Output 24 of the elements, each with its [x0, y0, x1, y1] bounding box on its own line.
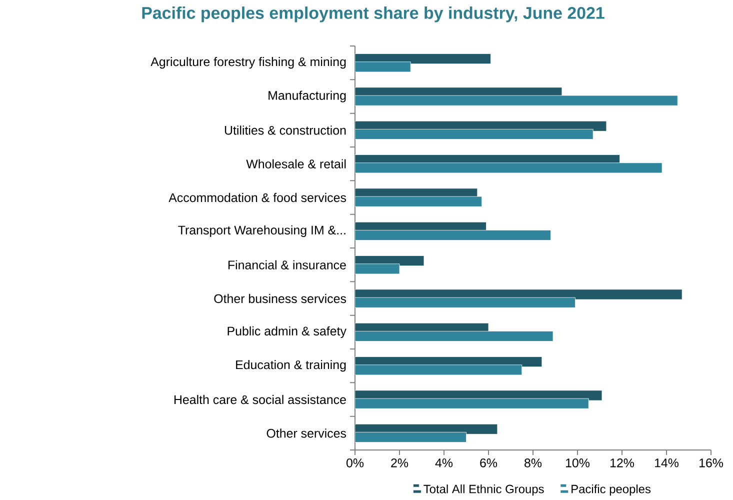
y-tick-label: Utilities & construction: [224, 126, 346, 135]
x-tick-label: 12%: [610, 458, 634, 468]
y-tick-label: Transport Warehousing IM &...: [178, 225, 346, 237]
x-tick-label: 10%: [566, 458, 590, 468]
y-tick-label: Public admin & safety: [228, 326, 346, 338]
x-tick-label: 8%: [524, 458, 542, 468]
y-tick-label: Accommodation & food services: [168, 192, 346, 202]
y-tick-label: Financial & insurance: [228, 260, 346, 270]
x-tick-label: 0%: [346, 458, 364, 468]
x-tick-label: 6%: [480, 458, 498, 468]
y-tick-label: Wholesale & retail: [246, 159, 346, 168]
legend-label: Pacific peoples: [572, 484, 651, 496]
y-tick-label: Agriculture forestry fishing & mining: [150, 57, 346, 69]
y-tick-label: Health care & social assistance: [174, 394, 346, 404]
x-tick-label: 16%: [699, 458, 724, 468]
y-tick-label: Manufacturing: [268, 90, 346, 102]
chart-title: Pacific peoples employment share by industry, June 2021: [142, 6, 604, 22]
x-tick-label: 2%: [391, 458, 408, 468]
x-tick-label: 14%: [654, 458, 679, 468]
y-tick-label: Other business services: [214, 294, 346, 304]
x-tick-label: 4%: [435, 458, 453, 468]
y-tick-label: Other services: [266, 428, 346, 438]
legend-label: Total All Ethnic Groups: [424, 484, 544, 496]
y-tick-label: Education & training: [236, 360, 346, 372]
